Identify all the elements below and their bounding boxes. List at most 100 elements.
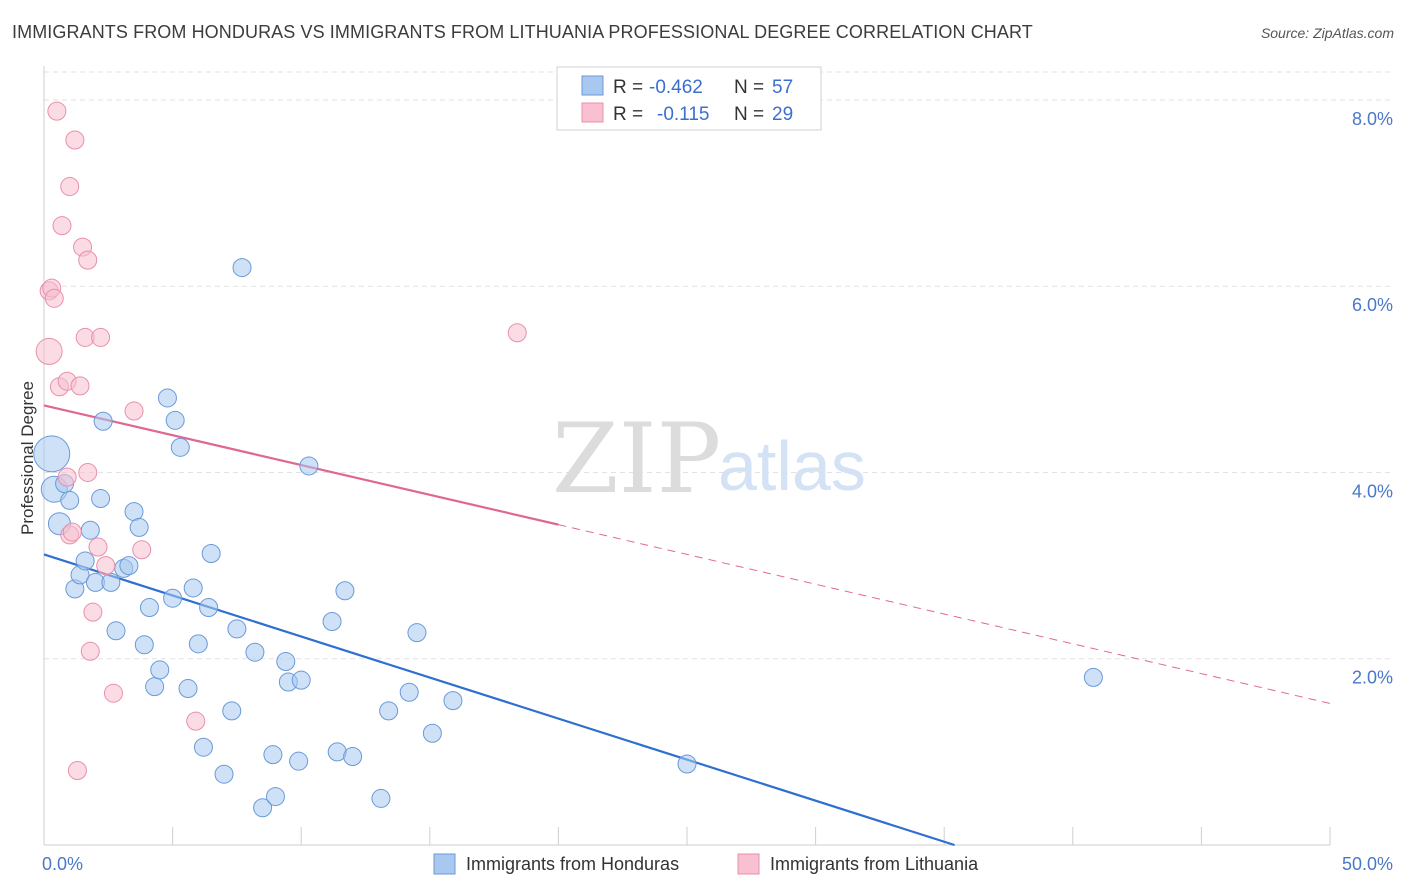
point-honduras-55 bbox=[677, 754, 697, 774]
point-lithuania-20 bbox=[83, 602, 103, 622]
legend-n-label-honduras: N = bbox=[734, 77, 764, 98]
point-honduras-19 bbox=[139, 598, 159, 618]
point-honduras-17 bbox=[129, 517, 149, 537]
bottom-legend-swatch-honduras bbox=[433, 853, 456, 875]
legend-n-label-lithuania: N = bbox=[734, 104, 764, 125]
data-points bbox=[33, 101, 1103, 818]
point-honduras-54 bbox=[443, 691, 463, 711]
point-honduras-16 bbox=[124, 502, 144, 522]
point-honduras-31 bbox=[201, 543, 221, 563]
point-honduras-43 bbox=[291, 670, 311, 690]
y-tick-label-2: 6.0% bbox=[1352, 295, 1393, 315]
point-honduras-7 bbox=[75, 551, 95, 571]
point-honduras-33 bbox=[222, 701, 242, 721]
watermark: ZIP atlas bbox=[552, 403, 866, 515]
point-honduras-30 bbox=[199, 598, 219, 618]
bottom-legend-label-honduras: Immigrants from Honduras bbox=[466, 854, 679, 874]
point-honduras-40 bbox=[276, 652, 296, 672]
point-honduras-49 bbox=[371, 788, 391, 808]
legend-swatch-honduras bbox=[581, 75, 604, 96]
point-honduras-21 bbox=[150, 660, 170, 680]
point-honduras-39 bbox=[265, 787, 285, 807]
point-lithuania-4 bbox=[47, 101, 67, 121]
x-tick-label-0: 0.0% bbox=[42, 854, 83, 874]
point-honduras-26 bbox=[178, 679, 198, 699]
point-honduras-47 bbox=[335, 581, 355, 601]
point-lithuania-6 bbox=[52, 216, 72, 236]
point-honduras-25 bbox=[170, 437, 190, 457]
point-honduras-0 bbox=[33, 435, 71, 473]
point-lithuania-25 bbox=[132, 540, 152, 560]
legend-n-value-lithuania: 29 bbox=[772, 104, 793, 125]
point-honduras-42 bbox=[289, 751, 309, 771]
y-tick-label-0: 2.0% bbox=[1352, 668, 1393, 688]
point-honduras-32 bbox=[214, 764, 234, 784]
point-honduras-15 bbox=[119, 556, 139, 576]
point-honduras-23 bbox=[163, 588, 183, 608]
legend: R = -0.462 N = 57 R = -0.115 N = 29 bbox=[556, 66, 822, 131]
legend-r-value-lithuania: -0.115 bbox=[657, 104, 709, 125]
point-honduras-10 bbox=[91, 489, 111, 509]
point-honduras-36 bbox=[245, 642, 265, 662]
y-tick-label-1: 4.0% bbox=[1352, 481, 1393, 501]
point-lithuania-9 bbox=[60, 177, 80, 197]
point-honduras-28 bbox=[188, 634, 208, 654]
point-lithuania-21 bbox=[88, 537, 108, 557]
point-honduras-38 bbox=[263, 745, 283, 765]
point-honduras-50 bbox=[379, 701, 399, 721]
point-honduras-8 bbox=[80, 520, 100, 540]
bottom-legend-swatch-lithuania bbox=[737, 853, 760, 875]
point-honduras-11 bbox=[93, 411, 113, 431]
point-honduras-24 bbox=[165, 410, 185, 430]
point-honduras-22 bbox=[157, 388, 177, 408]
grid-lines bbox=[44, 71, 1392, 660]
legend-n-value-honduras: 57 bbox=[772, 77, 793, 98]
point-honduras-4 bbox=[60, 490, 80, 510]
point-honduras-13 bbox=[106, 621, 126, 641]
point-honduras-27 bbox=[183, 578, 203, 598]
legend-swatch-lithuania bbox=[581, 102, 604, 123]
point-lithuania-8 bbox=[57, 467, 77, 487]
point-honduras-44 bbox=[299, 456, 319, 476]
point-lithuania-12 bbox=[65, 130, 85, 150]
point-honduras-29 bbox=[193, 737, 213, 757]
point-lithuania-22 bbox=[91, 327, 111, 347]
point-honduras-12 bbox=[101, 572, 121, 592]
legend-r-value-honduras: -0.462 bbox=[649, 77, 703, 98]
trend-line-honduras bbox=[43, 553, 955, 847]
point-honduras-52 bbox=[407, 623, 427, 643]
point-honduras-35 bbox=[232, 258, 252, 278]
x-tick-label-1: 50.0% bbox=[1342, 854, 1393, 874]
point-honduras-34 bbox=[227, 619, 247, 639]
point-lithuania-28 bbox=[507, 323, 527, 343]
point-honduras-48 bbox=[343, 747, 363, 767]
legend-r-label-honduras: R = bbox=[613, 77, 643, 98]
y-tick-label-3: 8.0% bbox=[1352, 109, 1393, 129]
point-honduras-45 bbox=[322, 611, 342, 631]
point-lithuania-14 bbox=[70, 376, 90, 396]
bottom-legend-label-lithuania: Immigrants from Lithuania bbox=[770, 854, 979, 874]
point-honduras-56 bbox=[1083, 667, 1103, 687]
point-honduras-18 bbox=[134, 635, 154, 655]
point-lithuania-27 bbox=[186, 711, 206, 731]
watermark-zip: ZIP bbox=[552, 403, 721, 515]
source-label: Source: ZipAtlas.com bbox=[1260, 25, 1394, 41]
point-lithuania-17 bbox=[78, 250, 98, 270]
legend-r-label-lithuania: R = bbox=[613, 104, 643, 125]
point-lithuania-19 bbox=[80, 641, 100, 661]
point-lithuania-26 bbox=[124, 401, 144, 421]
point-honduras-53 bbox=[422, 723, 442, 743]
point-lithuania-13 bbox=[67, 760, 87, 780]
watermark-atlas: atlas bbox=[718, 427, 866, 505]
point-honduras-37 bbox=[253, 798, 273, 818]
chart-title: IMMIGRANTS FROM HONDURAS VS IMMIGRANTS F… bbox=[12, 22, 1033, 42]
point-lithuania-3 bbox=[44, 288, 64, 308]
point-honduras-20 bbox=[145, 677, 165, 697]
y-tick-labels: 2.0% 4.0% 6.0% 8.0% bbox=[1352, 109, 1393, 688]
point-lithuania-23 bbox=[96, 556, 116, 576]
bottom-legend: Immigrants from Honduras Immigrants from… bbox=[433, 853, 979, 875]
point-lithuania-18 bbox=[78, 462, 98, 482]
point-lithuania-0 bbox=[35, 337, 63, 365]
y-axis-label: Professional Degree bbox=[18, 381, 37, 535]
